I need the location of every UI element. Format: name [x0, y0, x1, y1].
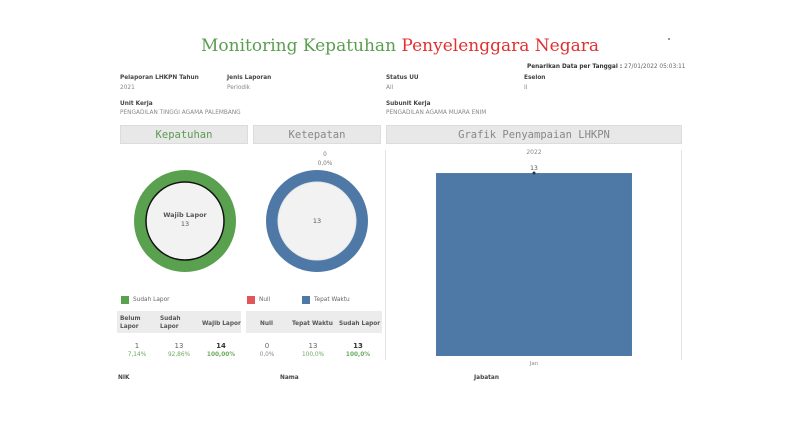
divider-left — [385, 150, 386, 360]
extract-date-label: Penarikan Data per Tanggal : — [527, 64, 623, 70]
x-tick-label: Jan — [529, 361, 539, 367]
footer-jabatan: Jabatan — [474, 375, 499, 381]
sudah-lapor-pct: 92,86% — [167, 352, 191, 358]
ketepatan-top-pct: 0,0% — [317, 161, 333, 167]
kepatuhan-donut-value: 13 — [181, 220, 189, 228]
footer-nik: NIK — [118, 375, 130, 381]
legend-sudah-lapor-label: Sudah Lapor — [133, 297, 170, 303]
filter-jenis-label: Jenis Laporan — [227, 75, 272, 81]
belum-lapor-value: 1 — [134, 342, 140, 350]
legend-swatch-red — [247, 296, 255, 304]
kepatuhan-ring-hole — [145, 181, 225, 261]
sudah-lapor-value: 13 — [174, 342, 184, 350]
col-wajib-lapor: Wajib Lapor — [202, 321, 241, 327]
wajib-lapor-pct: 100,00% — [206, 352, 236, 358]
kepatuhan-table-header — [117, 311, 241, 333]
chart-title: 2022 — [526, 149, 541, 156]
col-sudah-lapor: Sudah Lapor — [160, 316, 181, 330]
legend-swatch-green — [121, 296, 129, 304]
ketepatan-donut-value: 13 — [313, 217, 321, 225]
bar-jan[interactable] — [436, 173, 632, 356]
filter-eselon-label: Eselon — [524, 75, 546, 81]
ketepatan-heading: Ketepatan — [253, 125, 381, 144]
title-part-green: Monitoring Kepatuhan — [200, 36, 397, 56]
filter-unit-label: Unit Kerja — [120, 101, 153, 107]
filter-tahun-value[interactable]: 2021 — [120, 85, 135, 91]
filter-tahun-label: Pelaporan LHKPN Tahun — [120, 75, 199, 81]
kepatuhan-heading: Kepatuhan — [120, 125, 248, 144]
wajib-lapor-value: 14 — [216, 342, 226, 350]
kepatuhan-donut[interactable]: Wajib Lapor 13 — [130, 166, 240, 276]
legend-tepat-waktu[interactable]: Tepat Waktu — [302, 296, 350, 304]
divider-right — [681, 150, 682, 360]
ketepatan-sudah-value: 13 — [353, 342, 363, 350]
kepatuhan-donut-label: Wajib Lapor — [163, 211, 207, 219]
tepat-waktu-value: 13 — [308, 342, 318, 350]
ketepatan-ring-hole — [277, 181, 357, 261]
legend-sudah-lapor[interactable]: Sudah Lapor — [121, 296, 170, 304]
extract-date-value: 27/01/2022 05:03:11 — [624, 64, 686, 70]
col-null: Null — [260, 321, 273, 327]
filter-status-value[interactable]: All — [386, 85, 394, 91]
grafik-heading: Grafik Penyampaian LHKPN — [386, 125, 682, 144]
legend-null[interactable]: Null — [247, 296, 270, 304]
filter-jenis-value[interactable]: Periodik — [227, 85, 251, 91]
col-belum-lapor: Belum Lapor — [120, 316, 141, 330]
tepat-waktu-pct: 100,0% — [301, 352, 325, 358]
null-value: 0 — [264, 342, 270, 350]
extract-date: Penarikan Data per Tanggal : 27/01/2022 … — [527, 64, 685, 70]
legend-tepat-waktu-label: Tepat Waktu — [314, 297, 350, 303]
legend-null-label: Null — [259, 297, 271, 303]
page-title: Monitoring Kepatuhan Penyelenggara Negar… — [0, 36, 800, 56]
bar-value-label: 13 — [530, 165, 538, 172]
filter-subunit-value[interactable]: PENGADILAN AGAMA MUARA ENIM — [386, 110, 487, 116]
footer-nama: Nama — [280, 375, 299, 381]
ketepatan-sudah-pct: 100,0% — [345, 352, 371, 358]
lhkpn-bar-chart[interactable]: 2022 13 Jan — [386, 146, 682, 368]
null-pct: 0,0% — [259, 352, 275, 358]
filter-subunit-label: Subunit Kerja — [386, 101, 431, 107]
belum-lapor-pct: 7,14% — [127, 352, 147, 358]
filter-status-label: Status UU — [386, 75, 419, 81]
col-tepat-waktu: Tepat Waktu — [292, 321, 333, 327]
col-ketepatan-sudah-lapor: Sudah Lapor — [339, 321, 381, 327]
title-part-red: Penyelenggara Negara — [401, 36, 599, 56]
menu-dot-icon — [668, 38, 670, 40]
ketepatan-table-header — [246, 311, 382, 333]
ketepatan-top-value: 0 — [323, 152, 327, 158]
ketepatan-donut[interactable]: 13 — [262, 166, 372, 276]
filter-eselon-value[interactable]: II — [524, 85, 528, 91]
bar-point-marker — [532, 171, 536, 175]
filter-unit-value[interactable]: PENGADILAN TINGGI AGAMA PALEMBANG — [120, 110, 241, 116]
legend-swatch-blue — [302, 296, 310, 304]
